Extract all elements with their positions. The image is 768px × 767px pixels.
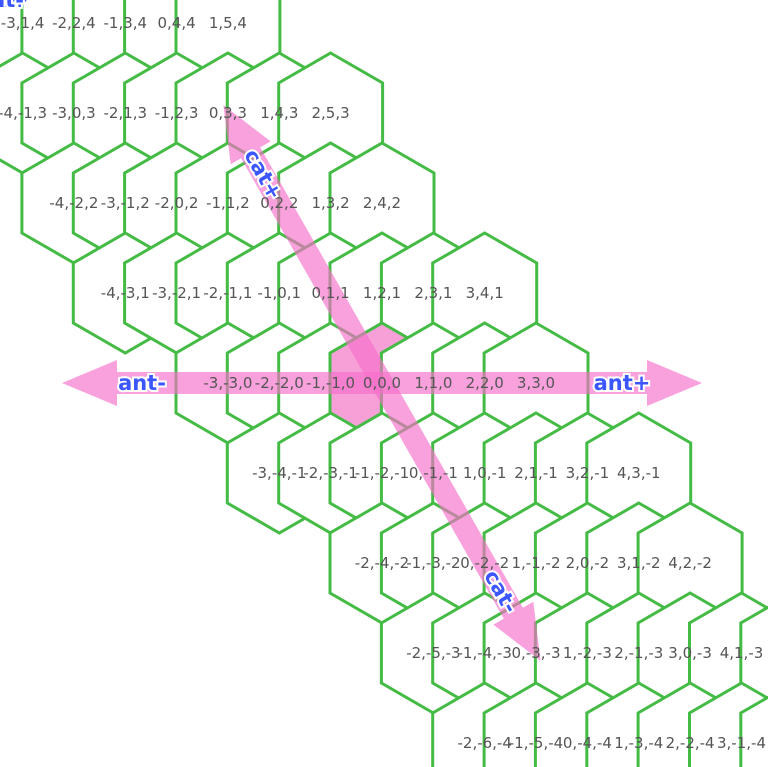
hex-cell-label: -4,-1,3 [0, 104, 47, 122]
hex-cell-label: -3,-4,-1 [252, 464, 306, 482]
hex-cell-label: 0,1,1 [312, 284, 350, 302]
hex-cell-label: -1,3,4 [104, 14, 148, 32]
axis-label: bat+ [0, 0, 28, 12]
hex-cell-label: -3,1,4 [1, 14, 45, 32]
hex-cell-label: -3,-2,1 [152, 284, 201, 302]
hex-cell-label: -1,2,3 [155, 104, 199, 122]
hex-cell-label: -2,2,4 [52, 14, 96, 32]
hex-cell-label: 3,4,1 [466, 284, 504, 302]
hex-cell-label: 4,2,-2 [668, 554, 712, 572]
hex-cell-label: -3,0,3 [52, 104, 96, 122]
hex-cell-label: -2,-5,-3 [406, 644, 460, 662]
hex-cell-label: 1,-2,-3 [563, 644, 612, 662]
hex-cell-label: 4,3,-1 [617, 464, 661, 482]
hex-cell-label: 0,4,4 [158, 14, 196, 32]
hex-cell-label: -2,-4,-2 [355, 554, 409, 572]
hex-cell-label: 4,1,-3 [720, 644, 764, 662]
axis-arrow-cat-plus [223, 105, 392, 389]
hex-cell-label: 3,-1,-4 [717, 734, 766, 752]
hex-cell-label: 2,-2,-4 [666, 734, 715, 752]
hex-cell-label: 3,0,-3 [668, 644, 712, 662]
hex-cell-label: 0,3,3 [209, 104, 247, 122]
hex-cell-label: 0,-1,-1 [409, 464, 458, 482]
hex-cell-label: 1,0,-1 [463, 464, 507, 482]
axis-arrow-ant-plus [382, 360, 702, 406]
hex-cell [739, 605, 768, 701]
hex-cell-label: 0,-2,-2 [460, 554, 509, 572]
cell-labels-layer: -5,-1,4-4,0,4-3,1,4-2,2,4-1,3,40,4,41,5,… [0, 14, 766, 752]
hex-cell-label: -3,-1,2 [101, 194, 150, 212]
hex-cell-label: -2,0,2 [155, 194, 199, 212]
hex-cell-label: 2,-1,-3 [614, 644, 663, 662]
hex-cell-label: -1,1,2 [206, 194, 250, 212]
axis-arrow-cat-minus [372, 377, 541, 661]
hex-cell-label: -4,-2,2 [49, 194, 98, 212]
hex-cell-label: 0,0,0 [363, 374, 401, 392]
hex-cell-label: -1,-2,-1 [355, 464, 409, 482]
hex-cell-label: -1,-1,0 [306, 374, 355, 392]
hex-cell-label: 2,3,1 [414, 284, 452, 302]
hex-cell-label: -1,0,1 [258, 284, 302, 302]
hex-cell-label: -1,-3,-2 [406, 554, 460, 572]
hex-cell-label: -2,-6,-4 [457, 734, 511, 752]
hex-cell-label: 2,0,-2 [566, 554, 610, 572]
hex-cell-label: 3,2,-1 [566, 464, 610, 482]
axis-label: bat- [0, 0, 24, 12]
hex-cell-label: -4,-3,1 [101, 284, 150, 302]
hex-cell-label: 1,4,3 [260, 104, 298, 122]
hex-cell-label: 0,2,2 [260, 194, 298, 212]
hex-cell-label: 1,3,2 [312, 194, 350, 212]
hex-cell-label: 1,-3,-4 [614, 734, 663, 752]
hex-cell-label: 3,3,0 [517, 374, 555, 392]
hex-cell-label: 2,2,0 [466, 374, 504, 392]
hex-cell-label: 2,1,-1 [514, 464, 558, 482]
hex-cell-label: 1,1,0 [414, 374, 452, 392]
hex-cell-label: 0,-4,-4 [563, 734, 612, 752]
hex-cell-label: 0,-3,-3 [512, 644, 561, 662]
hex-cell-label: 2,5,3 [312, 104, 350, 122]
hex-cell [739, 695, 768, 767]
hex-cell-label: 1,-1,-2 [512, 554, 561, 572]
hex-cell-label: -3,-3,0 [203, 374, 252, 392]
hex-cell-label: 1,5,4 [209, 14, 247, 32]
hex-cell-label: -2,1,3 [104, 104, 148, 122]
hex-cell-label: -2,-3,-1 [303, 464, 357, 482]
hex-cell-label: 3,1,-2 [617, 554, 661, 572]
axis-arrow-ant-minus [62, 360, 382, 406]
hex-cell-label: 2,4,2 [363, 194, 401, 212]
axis-arrows-layer [62, 105, 702, 661]
hex-cell-label: -1,-4,-3 [457, 644, 511, 662]
hex-cell-label: -2,-2,0 [255, 374, 304, 392]
hex-cell-label: -2,-1,1 [203, 284, 252, 302]
hex-cell-label: -1,-5,-4 [509, 734, 563, 752]
hex-cell-label: 1,2,1 [363, 284, 401, 302]
axis-label: ant- [118, 371, 166, 395]
axis-label: ant+ [594, 371, 651, 395]
